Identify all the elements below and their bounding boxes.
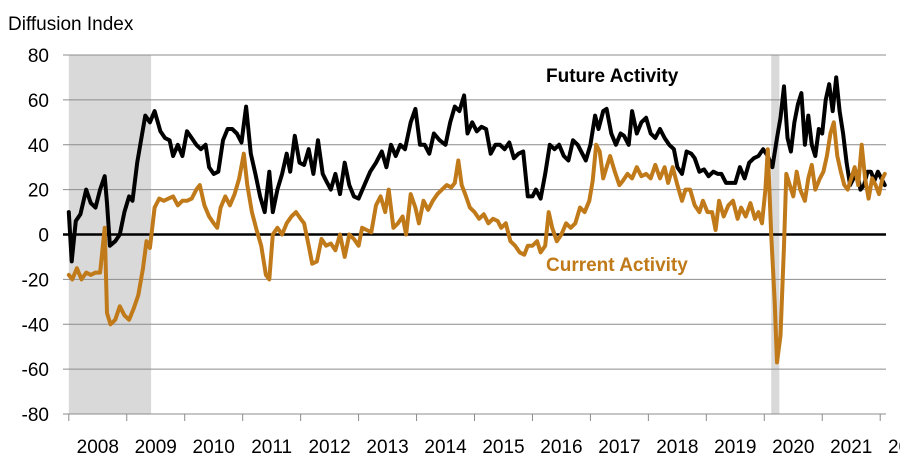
series-lines bbox=[66, 75, 887, 365]
y-tick-label: -60 bbox=[22, 360, 49, 381]
x-tick-label: 2009 bbox=[135, 437, 177, 458]
y-tick-label: 60 bbox=[28, 91, 49, 112]
x-tick-label: 2019 bbox=[714, 437, 756, 458]
y-tick-label: 40 bbox=[28, 136, 49, 157]
x-tick-label: 2013 bbox=[366, 437, 408, 458]
series-label-current-activity: Current Activity bbox=[546, 255, 688, 276]
y-tick-label: -20 bbox=[22, 270, 49, 291]
x-tick-label: 2016 bbox=[540, 437, 582, 458]
series-line-future-activity bbox=[66, 75, 887, 264]
series-label-future-activity: Future Activity bbox=[546, 66, 679, 87]
x-tick-label: 2011 bbox=[251, 437, 292, 458]
x-tick-label: 2014 bbox=[424, 437, 467, 458]
x-tick-label: 2015 bbox=[482, 437, 524, 458]
y-tick-label: -40 bbox=[22, 315, 49, 336]
x-tick-label: 2020 bbox=[772, 437, 814, 458]
y-axis-title: Diffusion Index bbox=[8, 14, 134, 35]
x-tick-label: 2012 bbox=[308, 437, 350, 458]
x-tick-label: 2010 bbox=[193, 437, 235, 458]
x-axis-ticks: 2008 2009 2010 2011 2012 2013 2014 2015 2016 2017… bbox=[68, 414, 900, 458]
y-tick-label: 0 bbox=[38, 226, 49, 247]
gridlines bbox=[63, 54, 886, 415]
y-tick-label: 20 bbox=[28, 181, 49, 202]
series-line-current-activity bbox=[66, 120, 887, 365]
x-tick-label: 2022 bbox=[888, 437, 900, 458]
y-tick-label: 80 bbox=[28, 46, 49, 67]
x-tick-label: 2008 bbox=[77, 437, 119, 458]
x-tick-label: 2017 bbox=[598, 437, 640, 458]
y-tick-label: -80 bbox=[22, 405, 49, 426]
y-axis-ticks: -80 -60 -40 -20 0 20 40 60 80 bbox=[22, 46, 49, 426]
x-tick-label: 2021 bbox=[830, 437, 872, 458]
x-tick-label: 2018 bbox=[656, 437, 698, 458]
